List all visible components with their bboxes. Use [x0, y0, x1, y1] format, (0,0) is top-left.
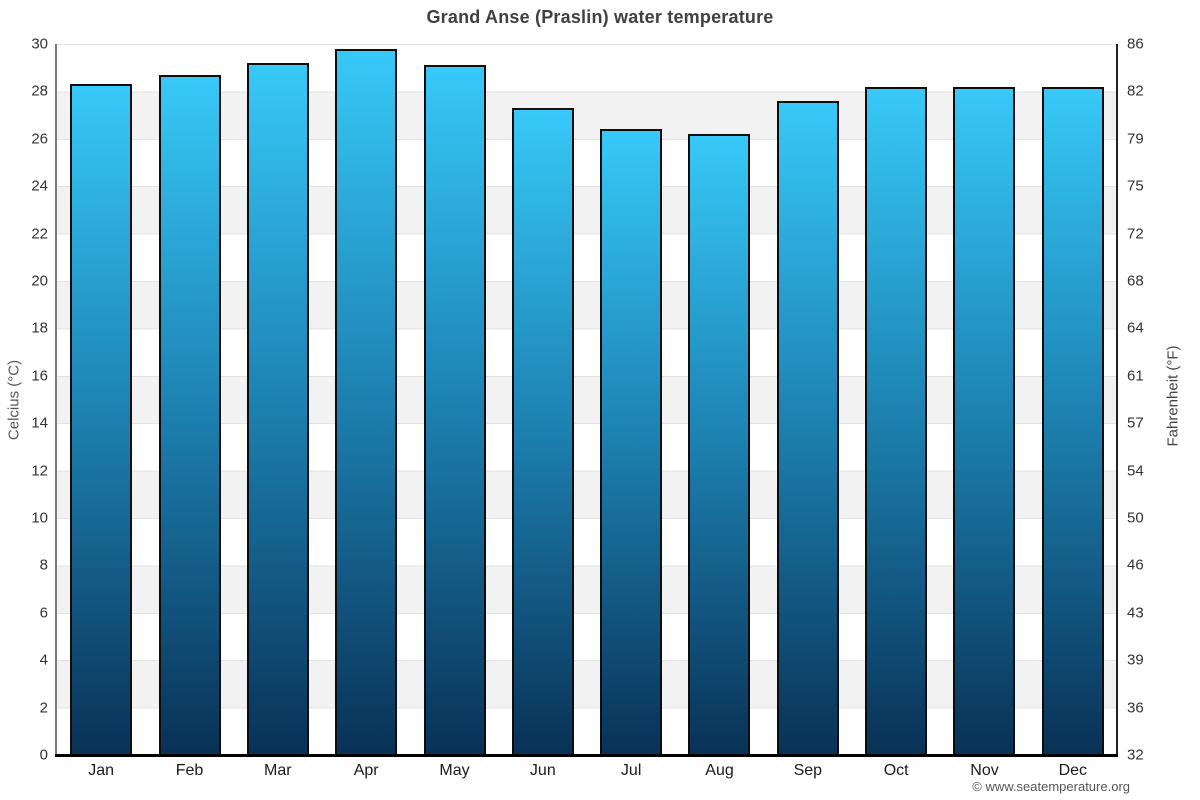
bar-dec [1042, 87, 1104, 755]
fahrenheit-tick-54: 54 [1127, 462, 1144, 480]
bar-jan [70, 84, 132, 755]
month-label-apr: Apr [353, 762, 379, 779]
fahrenheit-tick-68: 68 [1127, 272, 1144, 290]
y-axis-label-fahrenheit: Fahrenheit (°F) [1164, 345, 1182, 447]
celsius-tick-10: 10 [31, 509, 48, 527]
bar-oct [865, 87, 927, 755]
month-label-aug: Aug [705, 762, 734, 779]
y-axis-label-celsius: Celcius (°C) [5, 359, 23, 441]
bar-feb [159, 75, 221, 755]
plot-area [57, 44, 1117, 755]
fahrenheit-tick-79: 79 [1127, 130, 1144, 148]
copyright-attribution: © www.seatemperature.org [972, 779, 1130, 794]
bar-sep [777, 101, 839, 755]
celsius-tick-26: 26 [31, 130, 48, 148]
bar-jul [600, 129, 662, 755]
celsius-tick-22: 22 [31, 225, 48, 243]
fahrenheit-tick-50: 50 [1127, 509, 1144, 527]
fahrenheit-tick-86: 86 [1127, 35, 1144, 53]
fahrenheit-tick-75: 75 [1127, 177, 1144, 195]
bar-may [424, 65, 486, 755]
month-label-feb: Feb [175, 762, 204, 779]
month-label-nov: Nov [970, 762, 999, 779]
month-label-mar: Mar [264, 762, 292, 779]
celsius-tick-20: 20 [31, 272, 48, 290]
celsius-tick-28: 28 [31, 82, 48, 100]
month-label-jul: Jul [620, 762, 642, 779]
left-axis-spine [55, 44, 57, 755]
celsius-tick-14: 14 [31, 414, 48, 432]
fahrenheit-tick-82: 82 [1127, 82, 1144, 100]
celsius-tick-18: 18 [31, 319, 48, 337]
right-axis-spine [1116, 44, 1118, 755]
chart-title: Grand Anse (Praslin) water temperature [426, 7, 774, 27]
month-label-jan: Jan [88, 762, 115, 779]
month-label-oct: Oct [883, 762, 909, 779]
celsius-tick-8: 8 [39, 556, 48, 574]
bar-mar [247, 63, 309, 755]
fahrenheit-tick-32: 32 [1127, 746, 1144, 764]
bar-apr [335, 49, 397, 755]
fahrenheit-tick-57: 57 [1127, 414, 1144, 432]
bottom-axis-line [55, 754, 1118, 757]
fahrenheit-tick-61: 61 [1127, 367, 1144, 385]
celsius-tick-0: 0 [39, 746, 48, 764]
fahrenheit-tick-39: 39 [1127, 651, 1144, 669]
fahrenheit-tick-64: 64 [1127, 319, 1144, 337]
celsius-tick-30: 30 [31, 35, 48, 53]
fahrenheit-tick-46: 46 [1127, 556, 1144, 574]
month-label-may: May [439, 762, 470, 779]
celsius-tick-4: 4 [39, 651, 48, 669]
fahrenheit-tick-72: 72 [1127, 225, 1144, 243]
month-label-sep: Sep [793, 762, 823, 779]
celsius-tick-6: 6 [39, 604, 48, 622]
bar-jun [512, 108, 574, 755]
celsius-tick-16: 16 [31, 367, 48, 385]
fahrenheit-tick-43: 43 [1127, 604, 1144, 622]
month-label-jun: Jun [529, 762, 556, 779]
celsius-tick-2: 2 [39, 699, 48, 717]
month-label-dec: Dec [1058, 762, 1088, 779]
fahrenheit-tick-36: 36 [1127, 699, 1144, 717]
celsius-tick-12: 12 [31, 462, 48, 480]
bar-aug [688, 134, 750, 755]
celsius-tick-24: 24 [31, 177, 48, 195]
bar-nov [953, 87, 1015, 755]
